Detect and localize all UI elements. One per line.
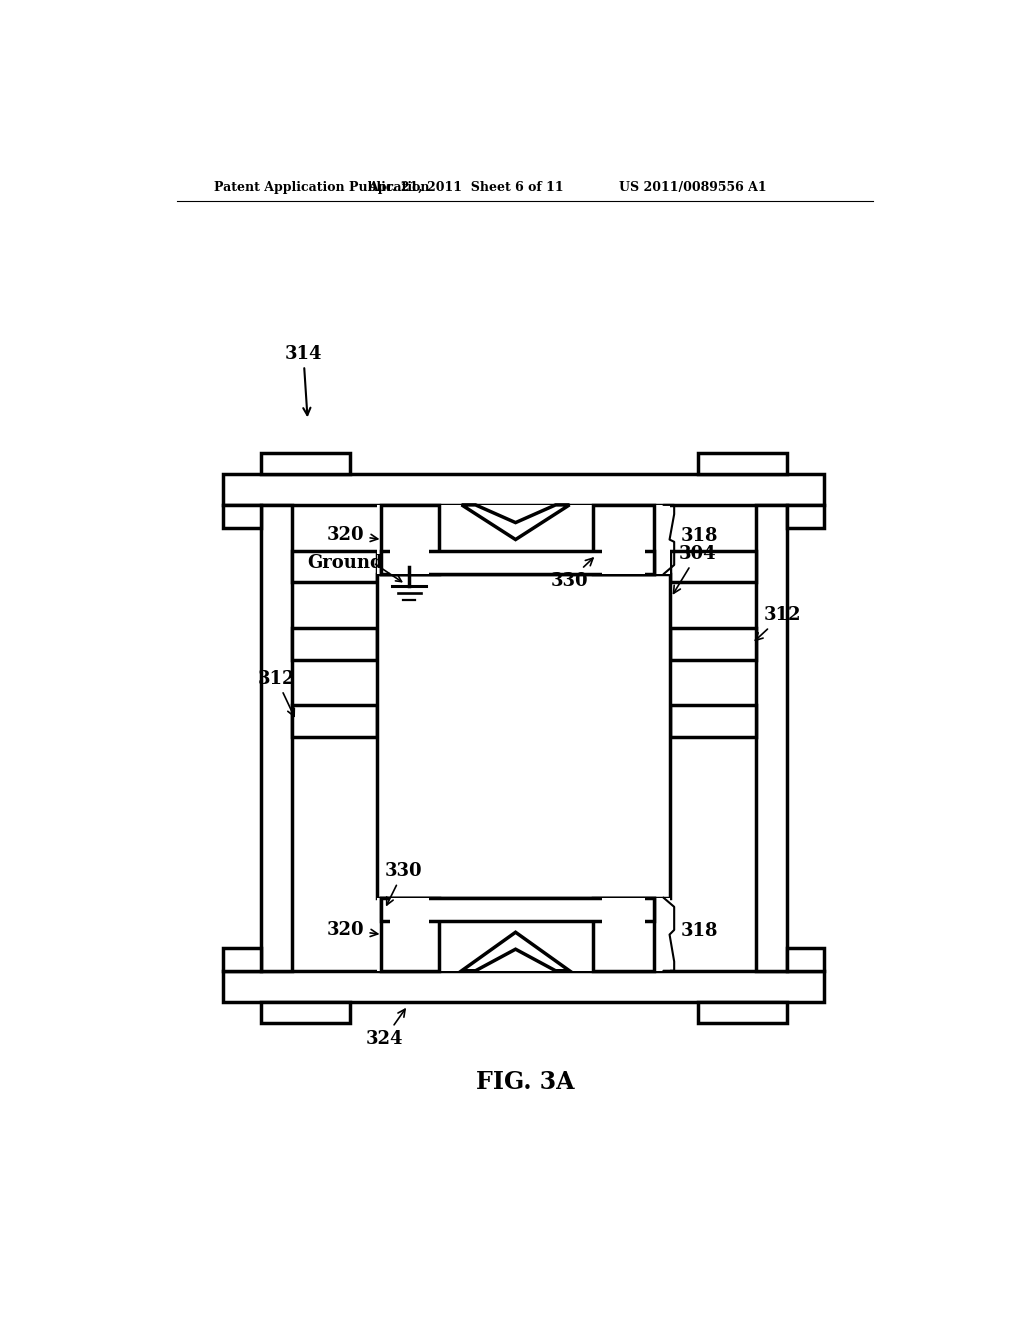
Polygon shape <box>462 506 569 540</box>
Text: 314: 314 <box>285 345 323 414</box>
Polygon shape <box>698 1002 786 1023</box>
Polygon shape <box>381 898 438 970</box>
Text: 318: 318 <box>681 527 719 545</box>
Polygon shape <box>261 453 350 474</box>
Polygon shape <box>670 552 756 582</box>
Polygon shape <box>223 506 261 528</box>
Text: FIG. 3A: FIG. 3A <box>475 1071 574 1094</box>
Polygon shape <box>292 552 377 582</box>
Text: Patent Application Publication: Patent Application Publication <box>214 181 429 194</box>
Text: 318: 318 <box>681 921 719 940</box>
Polygon shape <box>261 506 292 970</box>
Text: 320: 320 <box>327 525 378 544</box>
Text: US 2011/0089556 A1: US 2011/0089556 A1 <box>618 181 767 194</box>
Polygon shape <box>593 898 654 970</box>
Bar <box>602 898 645 960</box>
Polygon shape <box>381 506 438 574</box>
Polygon shape <box>670 705 756 738</box>
Text: 330: 330 <box>550 558 593 590</box>
Text: 324: 324 <box>366 1010 406 1048</box>
Polygon shape <box>786 506 823 528</box>
Polygon shape <box>698 453 786 474</box>
Text: 312: 312 <box>756 606 801 640</box>
Bar <box>377 898 670 970</box>
Bar <box>390 516 429 574</box>
Text: Ground: Ground <box>307 553 383 572</box>
Text: Apr. 21, 2011  Sheet 6 of 11: Apr. 21, 2011 Sheet 6 of 11 <box>368 181 563 194</box>
Polygon shape <box>593 506 654 574</box>
Polygon shape <box>223 474 823 506</box>
Text: 320: 320 <box>327 920 378 939</box>
Polygon shape <box>786 948 823 970</box>
Polygon shape <box>292 705 377 738</box>
Polygon shape <box>261 1002 350 1023</box>
Polygon shape <box>223 948 261 970</box>
Polygon shape <box>292 628 377 660</box>
Bar <box>390 898 429 960</box>
Text: 312: 312 <box>258 669 295 717</box>
Polygon shape <box>223 970 823 1002</box>
Polygon shape <box>756 506 786 970</box>
Polygon shape <box>381 552 654 574</box>
Text: 304: 304 <box>674 545 717 593</box>
Polygon shape <box>462 932 569 970</box>
Polygon shape <box>377 574 670 898</box>
Polygon shape <box>381 898 654 921</box>
Text: 330: 330 <box>385 862 422 906</box>
Bar <box>602 516 645 574</box>
Polygon shape <box>670 628 756 660</box>
Bar <box>377 506 670 574</box>
